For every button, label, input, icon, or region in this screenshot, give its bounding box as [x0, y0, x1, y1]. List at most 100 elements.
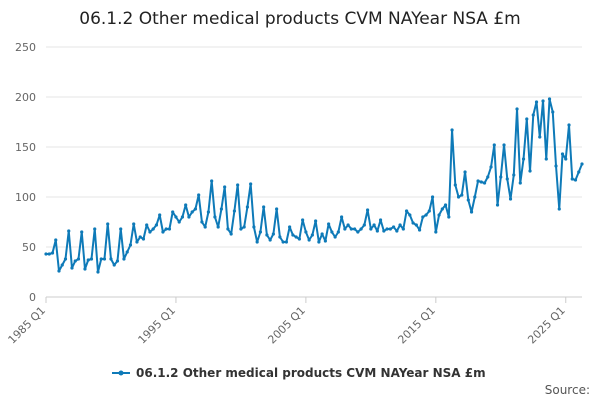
data-point[interactable] — [564, 157, 568, 161]
data-point[interactable] — [223, 185, 227, 189]
data-point[interactable] — [349, 227, 353, 231]
data-point[interactable] — [210, 179, 214, 183]
data-point[interactable] — [473, 195, 477, 199]
data-point[interactable] — [281, 240, 285, 244]
data-point[interactable] — [291, 233, 295, 237]
data-point[interactable] — [336, 230, 340, 234]
data-point[interactable] — [197, 193, 201, 197]
data-point[interactable] — [567, 123, 571, 127]
data-point[interactable] — [398, 223, 402, 227]
data-point[interactable] — [132, 222, 136, 226]
data-point[interactable] — [544, 157, 548, 161]
data-point[interactable] — [430, 195, 435, 199]
data-point[interactable] — [333, 235, 337, 239]
data-point[interactable] — [154, 223, 159, 227]
data-point[interactable] — [417, 228, 422, 232]
data-point[interactable] — [560, 152, 565, 156]
data-point[interactable] — [138, 235, 142, 239]
data-point[interactable] — [304, 230, 308, 234]
data-point[interactable] — [577, 170, 581, 174]
data-point[interactable] — [346, 223, 350, 227]
data-point[interactable] — [340, 215, 344, 219]
data-point[interactable] — [288, 225, 292, 229]
data-point[interactable] — [495, 203, 500, 207]
data-point[interactable] — [294, 235, 298, 239]
data-point[interactable] — [427, 209, 431, 213]
data-point[interactable] — [369, 227, 373, 231]
data-point[interactable] — [112, 263, 116, 267]
data-point[interactable] — [44, 252, 48, 256]
data-point[interactable] — [499, 175, 503, 179]
data-point[interactable] — [482, 181, 487, 185]
data-point[interactable] — [122, 257, 126, 261]
data-point[interactable] — [489, 165, 493, 169]
data-point[interactable] — [547, 97, 552, 101]
data-point[interactable] — [54, 238, 58, 242]
data-point[interactable] — [401, 227, 405, 231]
data-point[interactable] — [216, 225, 220, 229]
data-point[interactable] — [378, 218, 383, 222]
data-point[interactable] — [570, 177, 574, 181]
legend[interactable]: 06.1.2 Other medical products CVM NAYear… — [112, 366, 486, 380]
data-point[interactable] — [385, 227, 389, 231]
data-point[interactable] — [534, 100, 539, 104]
data-point[interactable] — [232, 209, 237, 213]
data-point[interactable] — [193, 207, 198, 211]
data-point[interactable] — [83, 267, 87, 271]
data-point[interactable] — [76, 257, 81, 261]
data-point[interactable] — [492, 143, 496, 147]
data-point[interactable] — [353, 227, 357, 231]
data-point[interactable] — [171, 210, 175, 214]
data-point[interactable] — [528, 169, 532, 173]
data-point[interactable] — [421, 215, 425, 219]
data-point[interactable] — [262, 205, 266, 209]
data-point[interactable] — [502, 143, 506, 147]
data-point[interactable] — [60, 263, 64, 267]
data-point[interactable] — [447, 215, 451, 219]
data-point[interactable] — [255, 240, 259, 244]
data-point[interactable] — [206, 210, 211, 214]
data-point[interactable] — [437, 213, 441, 217]
data-point[interactable] — [327, 222, 331, 226]
data-point[interactable] — [551, 110, 555, 114]
data-point[interactable] — [47, 252, 51, 256]
data-point[interactable] — [359, 227, 363, 231]
data-point[interactable] — [518, 181, 522, 185]
data-point[interactable] — [469, 210, 474, 214]
data-point[interactable] — [541, 99, 545, 103]
data-point[interactable] — [252, 225, 256, 229]
data-point[interactable] — [505, 177, 509, 181]
data-point[interactable] — [102, 257, 107, 261]
data-point[interactable] — [219, 207, 224, 211]
data-point[interactable] — [125, 250, 129, 254]
data-point[interactable] — [440, 207, 444, 211]
data-point[interactable] — [86, 258, 90, 262]
data-point[interactable] — [323, 239, 327, 243]
data-point[interactable] — [314, 219, 318, 223]
data-point[interactable] — [184, 203, 188, 207]
data-point[interactable] — [538, 135, 542, 139]
data-point[interactable] — [158, 213, 162, 217]
data-point[interactable] — [135, 240, 139, 244]
data-point[interactable] — [258, 230, 262, 234]
data-point[interactable] — [115, 259, 120, 263]
data-point[interactable] — [515, 107, 519, 111]
data-point[interactable] — [434, 230, 438, 234]
data-point[interactable] — [343, 227, 347, 231]
data-point[interactable] — [408, 213, 412, 217]
data-point[interactable] — [557, 207, 561, 211]
data-point[interactable] — [89, 257, 94, 261]
data-point[interactable] — [508, 197, 513, 201]
data-point[interactable] — [50, 251, 55, 255]
data-point[interactable] — [245, 205, 250, 209]
data-point[interactable] — [525, 117, 529, 121]
data-point[interactable] — [141, 237, 146, 241]
data-point[interactable] — [63, 257, 68, 261]
data-point[interactable] — [476, 179, 480, 183]
data-point[interactable] — [177, 220, 181, 224]
data-point[interactable] — [180, 215, 185, 219]
data-point[interactable] — [391, 225, 396, 229]
data-point[interactable] — [67, 229, 71, 233]
data-point[interactable] — [99, 257, 103, 261]
data-point[interactable] — [573, 178, 578, 182]
